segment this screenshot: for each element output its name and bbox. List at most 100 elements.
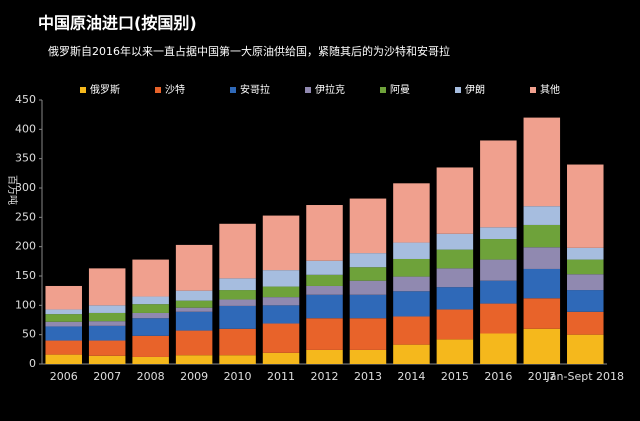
bar-segment (523, 206, 561, 225)
bar-segment (132, 318, 169, 336)
bar-segment (88, 312, 126, 322)
bar-segment (88, 268, 126, 306)
y-tick-label: 450 (15, 93, 36, 106)
bar-segment (436, 233, 474, 250)
bar-segment (45, 285, 82, 310)
bar-segment (132, 304, 169, 313)
bar-segment (219, 305, 256, 329)
bar-segment (45, 321, 82, 327)
bar-segment (262, 215, 300, 271)
x-tick-label: 2009 (180, 370, 208, 383)
x-tick-label: Jan-Sept 2018 (546, 370, 624, 383)
bar-segment (219, 223, 256, 279)
bar-segment (349, 294, 387, 319)
legend-swatch (530, 87, 536, 93)
bar-segment (393, 276, 430, 292)
x-tick-label: 2015 (441, 370, 469, 383)
legend-label: 阿曼 (390, 84, 410, 96)
bar-segment (436, 309, 474, 340)
bar-segment (523, 328, 561, 364)
bar-segment (175, 300, 213, 308)
bar-segment (88, 340, 126, 356)
bar-segment (132, 335, 169, 357)
bar-segment (88, 305, 126, 313)
bar-segment (349, 198, 387, 254)
x-tick-label: 2006 (50, 370, 78, 383)
bar-segment (262, 305, 300, 324)
bar-segment (567, 164, 604, 248)
y-tick-label: 100 (15, 298, 36, 311)
bar-segment (219, 290, 256, 300)
y-tick-label: 350 (15, 152, 36, 165)
legend-label: 安哥拉 (240, 83, 270, 96)
legend-swatch (380, 87, 386, 93)
bar-segment (480, 333, 517, 364)
x-tick-label: 2012 (311, 370, 339, 383)
bar-segment (349, 280, 387, 295)
bar-segment (567, 259, 604, 275)
y-tick-label: 300 (15, 181, 36, 194)
y-tick-label: 200 (15, 240, 36, 253)
bar-segment (480, 259, 517, 281)
legend-swatch (455, 87, 461, 93)
bar-segment (219, 355, 256, 364)
bar-segment (88, 325, 126, 341)
legend-swatch (155, 87, 161, 93)
legend-label: 其他 (540, 83, 560, 96)
bar-segment (393, 242, 430, 259)
bar-segment (523, 268, 561, 299)
bar-segment (132, 259, 169, 297)
y-tick-label: 0 (29, 357, 36, 370)
bar-segment (436, 287, 474, 310)
legend-swatch (305, 87, 311, 93)
bar-segment (175, 311, 213, 331)
x-tick-label: 2008 (137, 370, 165, 383)
y-tick-label: 150 (15, 269, 36, 282)
chart-subtitle: 俄罗斯自2016年以来一直占据中国第一大原油供给国，紧随其后的为沙特和安哥拉 (48, 44, 450, 58)
bar-segment (393, 183, 430, 243)
bar-segment (480, 227, 517, 240)
bar-segment (132, 356, 169, 364)
bar-segment (132, 312, 169, 319)
bar-segment (306, 349, 343, 364)
bar-segment (262, 323, 300, 353)
bar-segment (262, 352, 300, 364)
bar-segment (480, 303, 517, 334)
bar-segment (45, 326, 82, 341)
bar-segment (436, 339, 474, 364)
legend-label: 沙特 (165, 84, 185, 96)
x-tick-label: 2007 (93, 370, 121, 383)
bar-segment (523, 117, 561, 207)
bar-segment (393, 258, 430, 277)
bar-segment (262, 270, 300, 287)
bar-segment (480, 140, 517, 228)
bar-segment (349, 267, 387, 281)
x-tick-label: 2011 (267, 370, 295, 383)
bar-segment (219, 299, 256, 306)
bar-segment (175, 330, 213, 356)
x-tick-label: 2010 (224, 370, 252, 383)
x-tick-label: 2014 (397, 370, 425, 383)
bar-segment (262, 286, 300, 298)
bar-segment (45, 309, 82, 315)
bar-segment (523, 298, 561, 329)
bar-segment (349, 318, 387, 350)
bar-segment (567, 247, 604, 260)
bar-segment (567, 311, 604, 335)
bar-segment (88, 321, 126, 326)
y-tick-label: 50 (22, 328, 36, 341)
bar-segment (219, 328, 256, 356)
bar-segment (262, 297, 300, 306)
bar-segment (306, 294, 343, 319)
chart-title: 中国原油进口(按国别) (38, 14, 197, 33)
bar-segment (393, 291, 430, 317)
bar-segment (175, 244, 213, 291)
bar-segment (88, 355, 126, 364)
legend-label: 俄罗斯 (90, 83, 120, 96)
bar-segment (567, 274, 604, 291)
bar-segment (175, 355, 213, 364)
bar-segment (523, 224, 561, 248)
legend-label: 伊拉克 (315, 83, 345, 96)
